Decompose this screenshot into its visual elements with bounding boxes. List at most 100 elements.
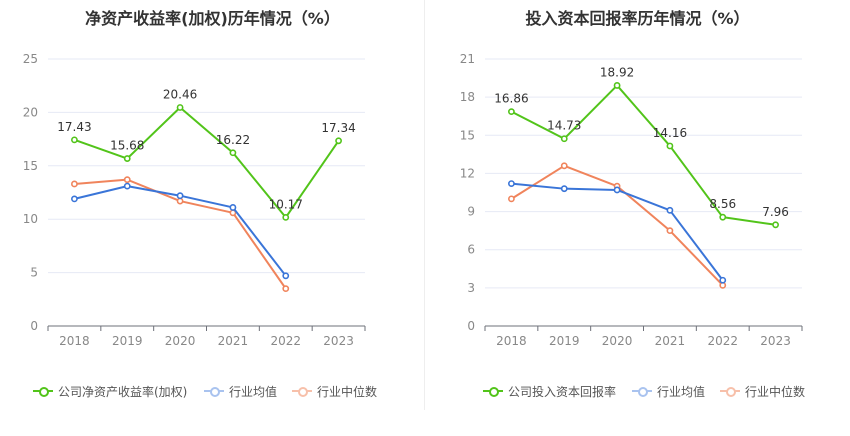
- y-tick-label: 20: [23, 105, 38, 119]
- data-label: 7.96: [762, 205, 789, 219]
- x-tick-label: 2018: [59, 334, 90, 348]
- data-point-industry-mean: [71, 195, 78, 203]
- legend-label-industry-median: 行业中位数: [317, 384, 378, 399]
- y-tick-label: 9: [467, 205, 475, 219]
- roic-chart-title: 投入资本回报率历年情况（%）: [525, 9, 750, 28]
- legend-item-industry-median[interactable]: 行业中位数: [292, 381, 377, 401]
- data-label: 18.92: [600, 65, 634, 79]
- legend-line-icon: [483, 385, 503, 397]
- legend-label-company-roe: 公司净资产收益率(加权): [58, 384, 188, 399]
- legend-item-company-roic[interactable]: 公司投入资本回报率: [483, 381, 616, 401]
- legend-dot-industry-mean: [210, 387, 220, 397]
- x-tick-label: 2022: [707, 334, 738, 348]
- y-tick-label: 3: [467, 281, 475, 295]
- data-point-industry-mean: [176, 192, 184, 200]
- data-label: 16.22: [216, 133, 250, 147]
- data-point-company: [719, 213, 727, 221]
- data-point-company: [560, 135, 568, 143]
- data-point-industry-mean: [666, 206, 674, 214]
- legend-dot-industry-mean: [638, 387, 648, 397]
- data-point-industry-mean: [123, 182, 131, 190]
- x-tick-label: 2022: [270, 334, 301, 348]
- data-label: 10.17: [269, 197, 303, 211]
- y-tick-label: 21: [460, 52, 475, 66]
- roic-chart-panel: 投入资本回报率历年情况（%） 0 3 6 9 12 15 18 21 2018 2019 2020 2…: [425, 0, 850, 436]
- data-point-industry-median: [176, 197, 184, 205]
- series-line-company: [74, 106, 340, 219]
- data-label: 14.73: [547, 119, 581, 133]
- data-point-company: [666, 142, 674, 150]
- data-point-industry-mean: [613, 186, 621, 194]
- data-point-company: [772, 221, 779, 229]
- y-tick-label: 15: [460, 128, 475, 142]
- legend-item-industry-mean[interactable]: 行业均值: [204, 381, 277, 401]
- x-tick-label: 2018: [496, 334, 527, 348]
- x-tick-label: 2020: [165, 334, 196, 348]
- x-tick-label: 2019: [112, 334, 143, 348]
- data-point-industry-median: [560, 162, 568, 170]
- legend-dot-company-roic: [489, 387, 499, 397]
- data-point-company: [229, 149, 237, 157]
- data-point-industry-mean: [719, 276, 727, 284]
- roe-chart-panel: 净资产收益率(加权)历年情况（%） 0 5 10 15 20 25 2018 2019 2020…: [0, 9, 425, 401]
- data-point-industry-median: [282, 285, 290, 293]
- legend-dot-industry-median: [298, 387, 308, 397]
- legend-item-industry-mean[interactable]: 行业均值: [632, 381, 705, 401]
- data-point-company: [123, 155, 131, 162]
- data-point-company: [282, 213, 290, 221]
- legend-dot-industry-median: [726, 387, 736, 397]
- y-tick-label: 6: [467, 243, 475, 257]
- data-point-company: [508, 108, 515, 116]
- roic-chart-legend: 公司投入资本回报率 行业均值 行业中位数: [425, 381, 850, 401]
- y-tick-label: 5: [30, 266, 38, 280]
- roe-chart-plot: 0 5 10 15 20 25 2018 2019 2020 2021 2022 2023 17.43 1…: [23, 52, 366, 348]
- x-tick-label: 2020: [602, 334, 633, 348]
- data-label: 8.56: [709, 197, 736, 211]
- y-tick-label: 10: [23, 212, 38, 226]
- data-point-industry-median: [666, 227, 674, 235]
- x-tick-label: 2021: [655, 334, 686, 348]
- y-tick-label: 0: [467, 319, 475, 333]
- series-line-industry-mean: [511, 182, 724, 281]
- legend-item-industry-median[interactable]: 行业中位数: [720, 381, 805, 401]
- data-label: 20.46: [163, 87, 197, 101]
- legend-line-icon: [292, 385, 312, 397]
- data-point-industry-median: [508, 195, 515, 203]
- data-label: 17.43: [57, 120, 91, 134]
- legend-dot-company-roe: [39, 387, 49, 397]
- legend-label-industry-mean: 行业均值: [657, 384, 706, 399]
- data-point-industry-mean: [229, 204, 237, 211]
- x-tick-label: 2021: [218, 334, 249, 348]
- legend-label-industry-mean: 行业均值: [229, 384, 278, 399]
- y-tick-label: 12: [460, 166, 475, 180]
- x-tick-label: 2019: [549, 334, 580, 348]
- data-point-industry-mean: [282, 272, 290, 280]
- roe-chart-title: 净资产收益率(加权)历年情况（%）: [85, 9, 340, 28]
- data-point-industry-mean: [508, 180, 515, 187]
- legend-label-company-roic: 公司投入资本回报率: [508, 384, 617, 399]
- y-tick-label: 0: [30, 319, 38, 333]
- data-label: 15.68: [110, 139, 144, 153]
- legend-line-icon: [204, 385, 224, 397]
- x-tick-label: 2023: [760, 334, 791, 348]
- data-point-industry-median: [71, 180, 78, 188]
- legend-item-company-roe[interactable]: 公司净资产收益率(加权): [33, 381, 187, 401]
- y-tick-label: 18: [460, 90, 475, 104]
- data-point-industry-mean: [560, 185, 568, 193]
- legend-line-icon: [632, 385, 652, 397]
- roic-chart-plot: 0 3 6 9 12 15 18 21 2018 2019 2020 2021 2022 2023 16.8…: [460, 52, 803, 348]
- series-line-company: [510, 84, 776, 226]
- data-point-company: [176, 104, 184, 111]
- data-point-company: [71, 136, 78, 144]
- legend-line-icon: [720, 385, 740, 397]
- y-tick-label: 25: [23, 52, 38, 66]
- data-label: 16.86: [494, 92, 528, 106]
- panel-divider: [424, 0, 425, 410]
- data-point-company: [613, 82, 621, 89]
- y-tick-label: 15: [23, 159, 38, 173]
- data-point-company: [335, 137, 342, 145]
- data-label: 17.34: [321, 121, 355, 135]
- roe-chart-legend: 公司净资产收益率(加权) 行业均值 行业中位数: [0, 381, 425, 401]
- legend-label-industry-median: 行业中位数: [745, 384, 806, 399]
